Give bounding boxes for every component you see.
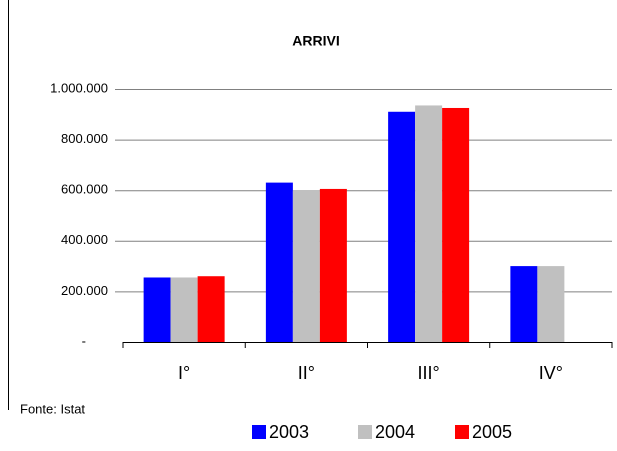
y-tick-label: 600.000	[61, 182, 108, 197]
legend-label: 2005	[472, 422, 512, 442]
bar	[170, 277, 198, 342]
bar	[442, 107, 470, 342]
bar	[143, 277, 171, 342]
legend-swatch	[358, 425, 372, 439]
y-tick-label: 800.000	[61, 131, 108, 146]
bar	[415, 105, 443, 342]
x-tick-label: III°	[418, 363, 440, 383]
x-tick-label: II°	[298, 363, 315, 383]
bar	[510, 266, 538, 342]
bar	[537, 266, 565, 342]
chart-title: ARRIVI	[292, 33, 339, 49]
x-tick-label: I°	[178, 363, 190, 383]
x-tick-label: IV°	[539, 363, 563, 383]
y-tick-label: -	[82, 333, 86, 348]
bar	[292, 190, 320, 342]
legend-swatch	[455, 425, 469, 439]
legend-swatch	[252, 425, 266, 439]
bar	[197, 276, 225, 342]
y-tick-label: 200.000	[61, 283, 108, 298]
source-note: Fonte: Istat	[20, 401, 85, 416]
bar	[319, 188, 347, 342]
y-tick-label: 1.000.000	[50, 80, 108, 95]
legend-label: 2004	[375, 422, 415, 442]
bar	[388, 111, 416, 343]
legend-label: 2003	[269, 422, 309, 442]
bar	[265, 182, 293, 342]
y-tick-label: 400.000	[61, 232, 108, 247]
